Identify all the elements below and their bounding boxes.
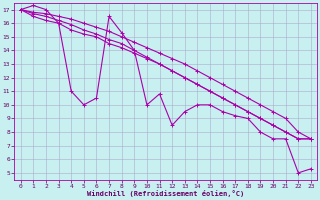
X-axis label: Windchill (Refroidissement éolien,°C): Windchill (Refroidissement éolien,°C)	[87, 190, 244, 197]
